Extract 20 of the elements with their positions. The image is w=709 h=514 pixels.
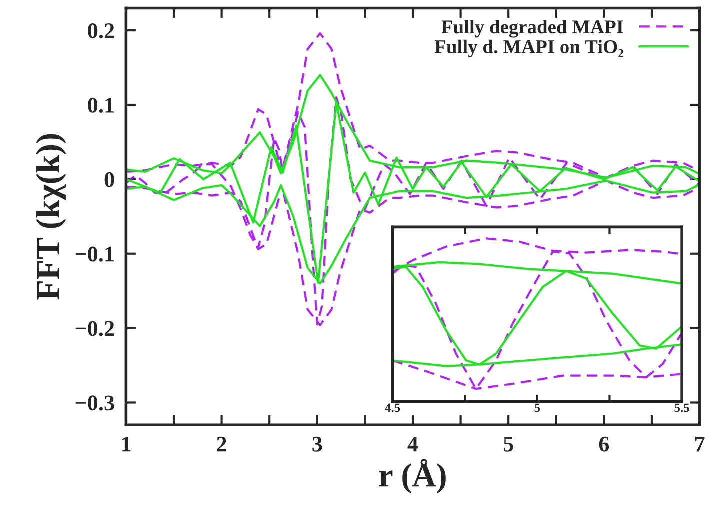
y-tick-label: 0.2 xyxy=(88,23,114,39)
x-tick-label: 5.5 xyxy=(674,404,690,412)
x-tick-label: 3 xyxy=(312,436,322,452)
x-tick-label: 4 xyxy=(408,436,418,452)
y-tick-label: 0.1 xyxy=(88,98,114,114)
legend-label: Fully d. MAPI on TiO₂ xyxy=(434,40,624,58)
y-tick-label: −0.2 xyxy=(76,321,114,336)
x-tick-label: 5 xyxy=(504,437,514,452)
x-tick-label: 4.5 xyxy=(385,404,400,412)
legend-label: Fully degraded MAPI xyxy=(442,20,624,38)
x-tick-label: 2 xyxy=(217,436,226,452)
y-axis-title: FFT (kχ(k)) xyxy=(36,134,66,300)
y-tick-label: 0 xyxy=(104,172,114,188)
y-tick-label: −0.3 xyxy=(76,396,114,411)
y-tick-label: −0.1 xyxy=(76,246,114,262)
x-tick-label: 7 xyxy=(696,437,705,452)
x-tick-label: 6 xyxy=(599,436,610,452)
x-tick-label: 1 xyxy=(122,436,131,452)
x-axis-title: r (Å) xyxy=(379,459,446,494)
x-tick-label: 5 xyxy=(534,404,540,412)
